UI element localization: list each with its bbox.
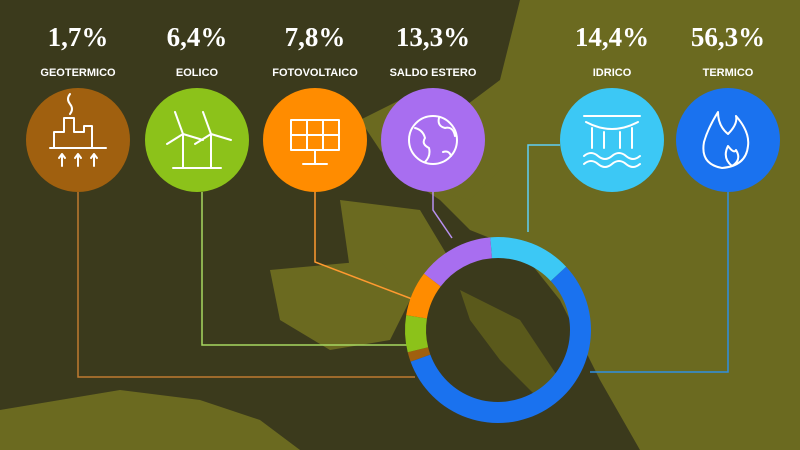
value-label: 56,3% — [691, 22, 765, 52]
donut-segment — [410, 266, 592, 423]
donut-segment — [407, 347, 431, 362]
category-label: FOTOVOLTAICO — [272, 67, 358, 79]
icon-globe — [408, 115, 458, 165]
value-label: 1,7% — [48, 22, 109, 52]
value-label: 7,8% — [285, 22, 346, 52]
category-circle — [26, 88, 130, 192]
value-label: 14,4% — [575, 22, 649, 52]
connector — [527, 144, 560, 232]
labels: 1,7% GEOTERMICO 6,4% EOLICO 7,8% FOTOVOLTAICO… — [40, 22, 765, 79]
icon-flame — [702, 111, 750, 169]
connector — [590, 192, 729, 373]
category-circle — [676, 88, 780, 192]
category-label: EOLICO — [176, 67, 219, 79]
category-label: IDRICO — [593, 67, 632, 79]
category-label: TERMICO — [703, 67, 754, 79]
donut — [405, 237, 592, 423]
icon-geothermal — [49, 93, 107, 167]
icons — [49, 93, 750, 169]
connectors — [77, 144, 729, 378]
donut-segment — [490, 237, 567, 282]
category-circle — [263, 88, 367, 192]
connector — [201, 192, 410, 346]
category-circle — [560, 88, 664, 192]
icon-hydro — [583, 115, 641, 168]
donut-segment — [424, 237, 493, 287]
icon-wind — [166, 111, 232, 169]
connector — [314, 192, 421, 303]
category-circle — [145, 88, 249, 192]
category-label: GEOTERMICO — [40, 67, 116, 79]
value-label: 6,4% — [167, 22, 228, 52]
value-label: 13,3% — [396, 22, 470, 52]
donut-segment — [405, 315, 429, 353]
connector — [77, 192, 415, 378]
icon-solar — [290, 119, 340, 165]
connector — [432, 192, 453, 239]
donut-segment — [406, 273, 441, 319]
category-circle — [381, 88, 485, 192]
category-label: SALDO ESTERO — [390, 67, 477, 79]
